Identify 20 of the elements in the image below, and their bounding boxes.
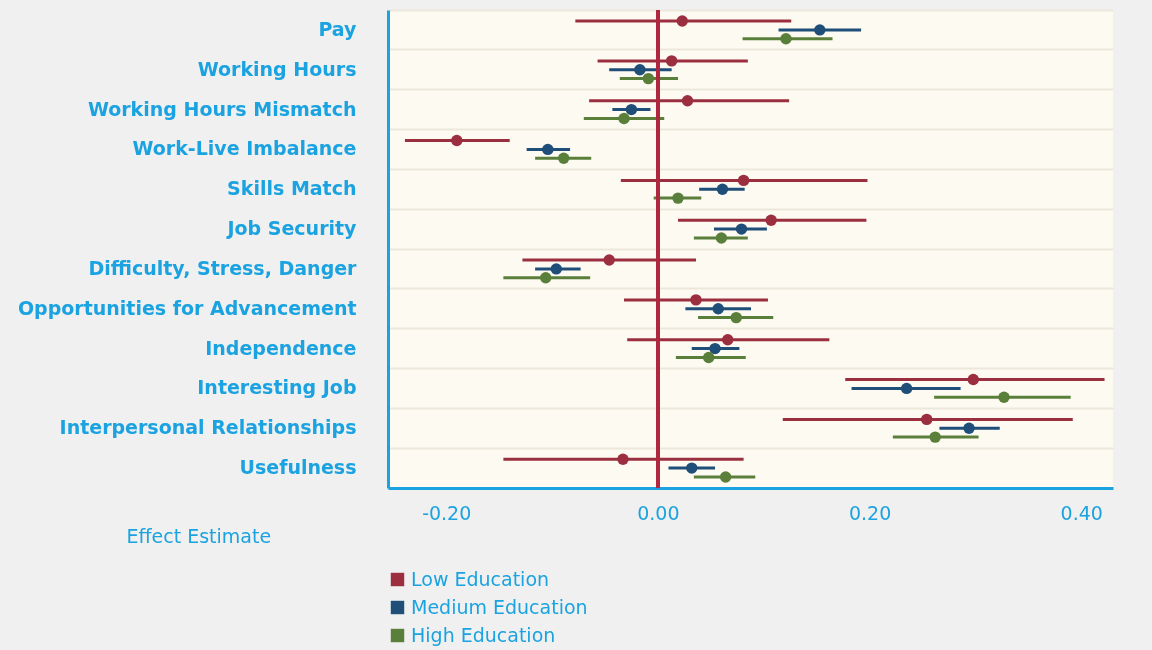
y-tick-label: Interesting Job	[197, 376, 357, 399]
x-tick-label: 0.40	[1060, 501, 1103, 524]
x-tick-label: 0.00	[637, 501, 680, 524]
y-tick-label: Working Hours Mismatch	[87, 97, 357, 120]
legend-label: High Education	[411, 623, 556, 646]
x-axis-title: Effect Estimate	[126, 524, 272, 547]
x-tick-label: 0.20	[848, 501, 892, 524]
y-tick-label: Independence	[205, 336, 357, 359]
y-tick-label: Difficulty, Stress, Danger	[88, 256, 358, 279]
legend-label: Medium Education	[411, 595, 588, 618]
y-tick-label: Opportunities for Advancement	[17, 296, 357, 319]
y-tick-label: Usefulness	[239, 456, 357, 479]
y-tick-label: Skills Match	[227, 177, 357, 200]
y-tick-label: Job Security	[225, 217, 358, 240]
x-tick-label: -0.20	[422, 501, 472, 524]
legend-label: Low Education	[411, 567, 550, 590]
y-tick-label: Work-Live Imbalance	[132, 137, 357, 160]
y-tick-label: Working Hours	[197, 57, 357, 80]
y-tick-label: Pay	[318, 17, 358, 40]
y-tick-label: Interpersonal Relationships	[59, 416, 357, 439]
